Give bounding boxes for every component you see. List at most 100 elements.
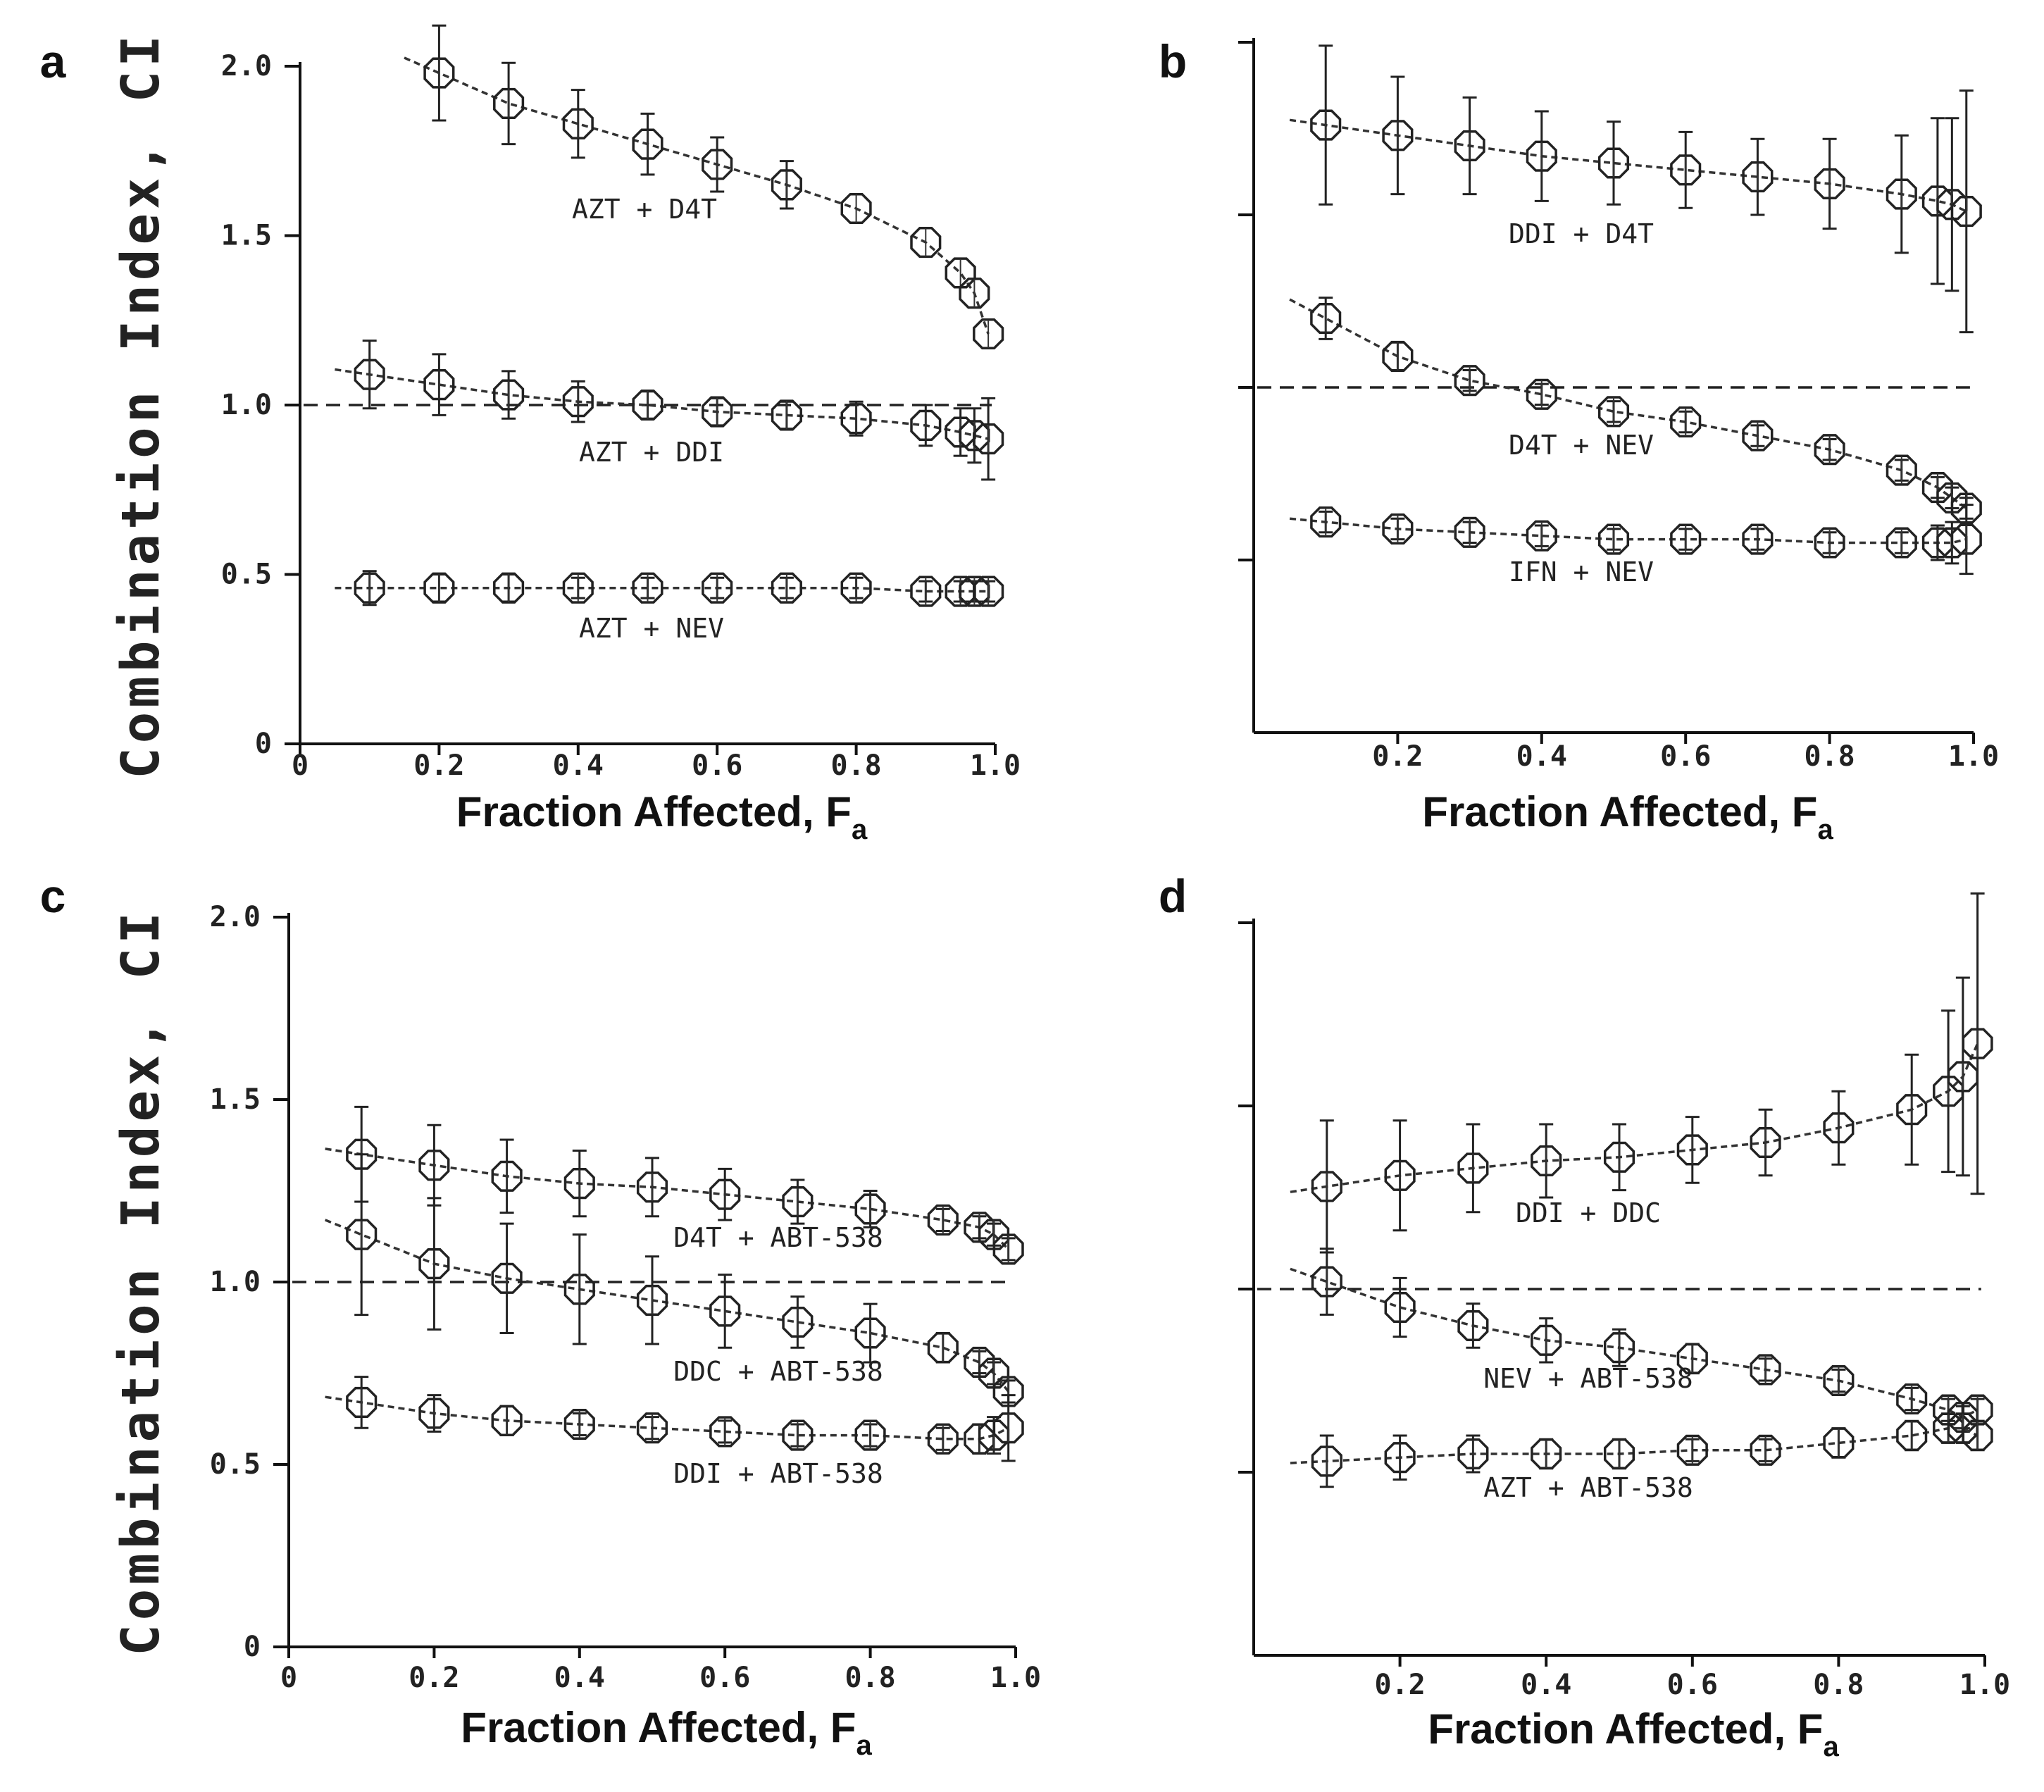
- point-marker: [1886, 527, 1917, 559]
- point-marker: [563, 1408, 595, 1441]
- y-tick-label: 1.0: [210, 1266, 261, 1298]
- point-marker: [1676, 1434, 1708, 1466]
- point-marker: [1384, 1442, 1416, 1474]
- point-marker: [1531, 1324, 1562, 1356]
- fit-curve: [1289, 298, 1967, 509]
- y-tick-label: 1.0: [221, 389, 272, 421]
- point-marker: [1384, 1291, 1416, 1324]
- point-marker: [945, 416, 976, 448]
- series-label: DDI + D4T: [1509, 218, 1654, 249]
- point-marker: [1936, 527, 1968, 559]
- point-marker: [1310, 302, 1342, 335]
- point-marker: [632, 572, 663, 604]
- point-marker: [418, 1398, 450, 1429]
- series-ddi-d4t: DDI + D4T: [1289, 44, 1982, 334]
- data-point: [771, 399, 802, 431]
- series-ddi-abt-538: DDI + ABT-538: [325, 1376, 1024, 1489]
- point-marker: [1382, 340, 1414, 372]
- data-point: [945, 257, 976, 289]
- data-point: [1531, 1123, 1562, 1199]
- point-marker: [702, 572, 733, 604]
- point-marker: [959, 420, 990, 452]
- panel-letter: d: [1159, 870, 1187, 922]
- point-marker: [1311, 1171, 1342, 1202]
- point-marker: [1936, 482, 1968, 514]
- data-point: [1742, 137, 1774, 216]
- series-label: AZT + D4T: [572, 194, 717, 225]
- point-marker: [1603, 1438, 1635, 1470]
- point-marker: [493, 572, 525, 604]
- series-label: AZT + DDI: [579, 437, 724, 468]
- x-tick-label: 0.2: [409, 1662, 459, 1694]
- data-point: [491, 1222, 523, 1335]
- data-point: [1526, 520, 1557, 552]
- x-tick-label: 0.2: [1372, 740, 1423, 773]
- data-point: [1933, 1009, 1964, 1174]
- point-marker: [1670, 523, 1702, 555]
- point-marker: [636, 1171, 668, 1203]
- point-marker: [493, 87, 525, 119]
- point-marker: [1933, 1412, 1964, 1444]
- series-d4t-nev: D4T + NEV: [1289, 297, 1982, 524]
- data-point: [1962, 1419, 1993, 1452]
- point-marker: [973, 423, 1004, 455]
- point-marker: [927, 1204, 959, 1236]
- panel-d: d 0.2 0.4 0.6 0.8 1.0 Fraction Affected, Fa DDI…: [1159, 870, 2010, 1762]
- data-point: [992, 1394, 1024, 1462]
- x-axis-title: Fraction Affected, Fa: [456, 788, 868, 845]
- series-azt-nev: AZT + NEV: [335, 570, 1004, 644]
- panel-letter: b: [1159, 35, 1187, 87]
- data-point: [1597, 523, 1630, 555]
- data-point: [1311, 1247, 1342, 1316]
- data-point: [1310, 44, 1342, 206]
- point-marker: [1886, 454, 1917, 486]
- point-marker: [563, 1168, 595, 1200]
- data-point: [1742, 420, 1774, 452]
- point-marker: [636, 1284, 668, 1316]
- point-marker: [771, 169, 802, 201]
- y-tick-label: 0: [255, 728, 272, 760]
- series-label: DDI + ABT-538: [673, 1458, 883, 1489]
- y-tick-label: 2.0: [221, 50, 272, 82]
- data-point: [1603, 1123, 1635, 1192]
- point-marker: [1742, 161, 1774, 193]
- x-tick-label: 1.0: [990, 1662, 1041, 1694]
- data-point: [1670, 523, 1702, 555]
- point-marker: [1454, 130, 1485, 162]
- series-label: D4T + ABT-538: [673, 1222, 883, 1253]
- data-point: [1531, 1317, 1562, 1364]
- point-marker: [562, 386, 594, 418]
- x-tick-label: 0.4: [554, 1662, 605, 1694]
- y-tick-label: 0.5: [210, 1448, 261, 1481]
- point-marker: [1742, 523, 1774, 555]
- data-point: [782, 1295, 814, 1349]
- point-marker: [1384, 1159, 1416, 1191]
- series-nev-abt-538: NEV + ABT-538: [1290, 1247, 1993, 1433]
- point-marker: [978, 1419, 1010, 1451]
- point-marker: [1457, 1309, 1489, 1342]
- point-marker: [491, 1405, 523, 1436]
- data-point: [423, 24, 455, 122]
- data-point: [1311, 1119, 1342, 1254]
- data-point: [1382, 513, 1414, 545]
- data-point: [1384, 1434, 1416, 1481]
- data-point: [563, 1408, 595, 1441]
- data-point: [1742, 523, 1774, 555]
- point-marker: [423, 572, 455, 604]
- point-marker: [910, 227, 942, 259]
- point-marker: [1814, 434, 1845, 466]
- data-point: [771, 160, 802, 210]
- data-point: [840, 572, 872, 604]
- point-marker: [945, 575, 976, 607]
- point-marker: [1597, 147, 1630, 179]
- data-point: [1454, 96, 1485, 196]
- panel-letter: c: [40, 870, 66, 922]
- data-point: [973, 575, 1004, 607]
- series-label: DDI + DDC: [1516, 1197, 1661, 1228]
- data-point: [354, 340, 385, 410]
- x-tick-label: 0.8: [1804, 740, 1855, 773]
- point-marker: [1457, 1152, 1489, 1184]
- data-point: [1676, 1116, 1708, 1184]
- data-point: [973, 397, 1004, 481]
